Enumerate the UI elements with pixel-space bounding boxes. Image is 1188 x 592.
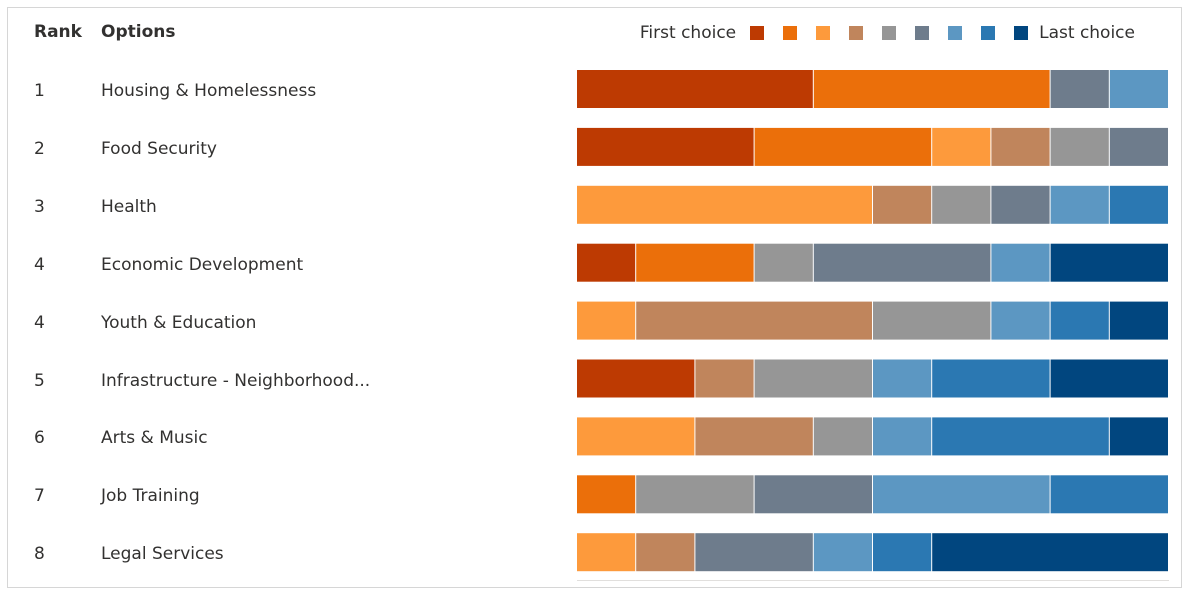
option-rank: 4 bbox=[34, 254, 45, 275]
bar-segment[interactable] bbox=[636, 533, 695, 572]
legend-swatches bbox=[750, 26, 1029, 40]
bar-segment[interactable] bbox=[991, 185, 1050, 224]
bar-segment[interactable] bbox=[813, 70, 1050, 108]
bar-segment[interactable] bbox=[1050, 185, 1109, 224]
bar-segment[interactable] bbox=[991, 127, 1050, 166]
option-rank: 3 bbox=[34, 196, 45, 217]
options-column-header: Options bbox=[101, 22, 176, 42]
bar-segment[interactable] bbox=[577, 127, 754, 166]
bar-segment[interactable] bbox=[873, 301, 991, 340]
bar-segment[interactable] bbox=[873, 533, 932, 572]
option-row[interactable]: 8 Legal Services bbox=[0, 535, 560, 575]
bar-segment[interactable] bbox=[754, 127, 932, 166]
bar-segment[interactable] bbox=[636, 243, 754, 282]
bar-segment[interactable] bbox=[1109, 301, 1168, 340]
option-label: Job Training bbox=[101, 486, 200, 507]
option-row[interactable]: 3 Health bbox=[0, 188, 560, 228]
bar-segment[interactable] bbox=[577, 359, 695, 398]
rank-column-header: Rank bbox=[34, 22, 82, 42]
legend-swatch-2 bbox=[783, 26, 798, 40]
chart-baseline bbox=[577, 580, 1169, 581]
bar-segment[interactable] bbox=[873, 417, 932, 456]
bar-segment[interactable] bbox=[577, 475, 636, 514]
bar-segment[interactable] bbox=[636, 301, 872, 340]
bar-segment[interactable] bbox=[754, 359, 872, 398]
option-row[interactable]: 6 Arts & Music bbox=[0, 419, 560, 459]
option-rank: 6 bbox=[34, 428, 45, 449]
bar-segment[interactable] bbox=[695, 417, 813, 456]
bar-segment[interactable] bbox=[754, 243, 813, 282]
bar-segment[interactable] bbox=[932, 417, 1109, 456]
bar-segment[interactable] bbox=[695, 359, 754, 398]
bar-segment[interactable] bbox=[1109, 185, 1168, 224]
bar-segment[interactable] bbox=[932, 185, 991, 224]
ranking-bars bbox=[577, 70, 1168, 572]
option-label: Housing & Homelessness bbox=[101, 81, 317, 101]
bar-segment[interactable] bbox=[1109, 70, 1168, 108]
bar-segment[interactable] bbox=[577, 533, 636, 572]
legend-swatch-7 bbox=[948, 26, 963, 40]
bar-segment[interactable] bbox=[813, 533, 872, 572]
option-row[interactable]: 2 Food Security bbox=[0, 130, 560, 170]
bar-segment[interactable] bbox=[577, 417, 695, 456]
legend-swatch-5 bbox=[882, 26, 897, 40]
legend: First choice Last choice bbox=[640, 20, 1135, 46]
bar-segment[interactable] bbox=[932, 359, 1050, 398]
bar-segment[interactable] bbox=[636, 475, 754, 514]
option-row[interactable]: 5 Infrastructure - Neighborhood... bbox=[0, 362, 560, 402]
bar-segment[interactable] bbox=[873, 359, 932, 398]
legend-swatch-8 bbox=[981, 26, 996, 40]
bar-segment[interactable] bbox=[577, 185, 872, 224]
bar-segment[interactable] bbox=[813, 417, 872, 456]
bar-segment[interactable] bbox=[1109, 417, 1168, 456]
option-label: Infrastructure - Neighborhood... bbox=[101, 370, 371, 391]
option-rank: 8 bbox=[34, 544, 45, 565]
option-rank: 7 bbox=[34, 486, 45, 507]
bar-segment[interactable] bbox=[1050, 359, 1168, 398]
legend-swatch-4 bbox=[849, 26, 864, 40]
option-label: Legal Services bbox=[101, 544, 224, 565]
bar-segment[interactable] bbox=[991, 243, 1050, 282]
bar-segment[interactable] bbox=[932, 127, 991, 166]
legend-first-choice: First choice bbox=[639, 23, 737, 43]
bar-segment[interactable] bbox=[1109, 127, 1168, 166]
bar-segment[interactable] bbox=[991, 301, 1050, 340]
legend-swatch-1 bbox=[750, 26, 765, 40]
bar-segment[interactable] bbox=[1050, 70, 1109, 108]
legend-last-choice: Last choice bbox=[1039, 23, 1135, 43]
legend-swatch-6 bbox=[915, 26, 930, 40]
option-label: Youth & Education bbox=[101, 312, 257, 333]
legend-swatch-3 bbox=[816, 26, 831, 40]
option-row[interactable]: 1 Housing & Homelessness bbox=[0, 72, 560, 112]
bar-segment[interactable] bbox=[813, 243, 991, 282]
bar-segment[interactable] bbox=[754, 475, 872, 514]
bar-segment[interactable] bbox=[873, 185, 932, 224]
option-row[interactable]: 7 Job Training bbox=[0, 477, 560, 517]
option-row[interactable]: 4 Youth & Education bbox=[0, 304, 560, 344]
option-label: Economic Development bbox=[101, 254, 304, 275]
bar-segment[interactable] bbox=[577, 70, 813, 108]
option-label: Health bbox=[101, 196, 157, 217]
bar-segment[interactable] bbox=[1050, 243, 1168, 282]
option-row[interactable]: 4 Economic Development bbox=[0, 246, 560, 286]
option-label: Arts & Music bbox=[101, 428, 208, 449]
option-rank: 5 bbox=[34, 370, 45, 391]
bar-segment[interactable] bbox=[695, 533, 813, 572]
legend-swatch-9 bbox=[1014, 26, 1029, 40]
option-label: Food Security bbox=[101, 138, 217, 159]
option-rank: 1 bbox=[34, 81, 45, 101]
bar-segment[interactable] bbox=[873, 475, 1050, 514]
bar-segment[interactable] bbox=[577, 243, 636, 282]
bar-segment[interactable] bbox=[577, 301, 636, 340]
bar-segment[interactable] bbox=[1050, 475, 1168, 514]
bar-segment[interactable] bbox=[1050, 301, 1109, 340]
bar-segment[interactable] bbox=[932, 533, 1168, 572]
option-rank: 4 bbox=[34, 312, 45, 333]
bar-segment[interactable] bbox=[1050, 127, 1109, 166]
option-rank: 2 bbox=[34, 138, 45, 159]
